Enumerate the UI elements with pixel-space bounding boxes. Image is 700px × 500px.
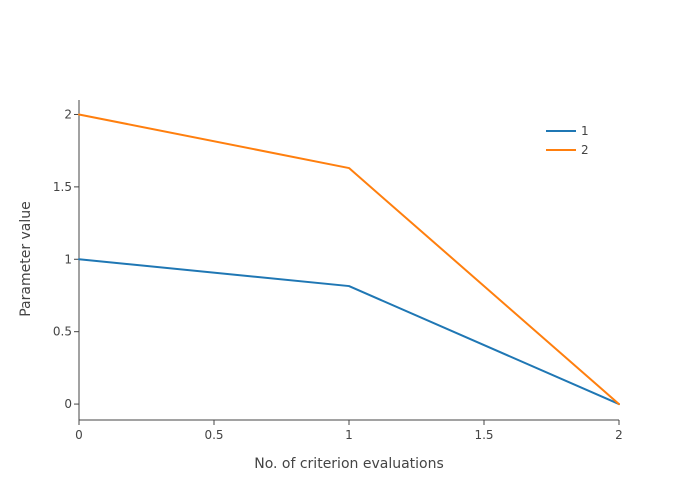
x-tick-label: 0 <box>75 428 83 442</box>
y-tick-label: 0 <box>64 397 72 411</box>
legend-label: 2 <box>581 143 589 157</box>
legend-item-2[interactable]: 2 <box>546 143 589 157</box>
x-axis-title: No. of criterion evaluations <box>254 456 444 472</box>
legend-label: 1 <box>581 124 589 138</box>
y-tick-label: 0.5 <box>53 325 72 339</box>
y-tick-label: 2 <box>64 107 72 121</box>
axes-layer: 0 0.5 1 1.5 2 0 0.5 1 1.5 2 <box>53 100 623 442</box>
x-tick-label: 1 <box>345 428 353 442</box>
y-axis-title: Parameter value <box>18 201 34 317</box>
y-tick-label: 1.5 <box>53 180 72 194</box>
x-tick-label: 1.5 <box>474 428 493 442</box>
series-line-2[interactable] <box>78 113 620 406</box>
series-line-1[interactable] <box>78 258 620 406</box>
series-layer <box>78 113 620 406</box>
y-tick-label: 1 <box>64 252 72 266</box>
x-tick-label: 2 <box>615 428 623 442</box>
x-tick-label: 0.5 <box>204 428 223 442</box>
legend[interactable]: 12 <box>546 124 589 157</box>
legend-item-1[interactable]: 1 <box>546 124 589 138</box>
